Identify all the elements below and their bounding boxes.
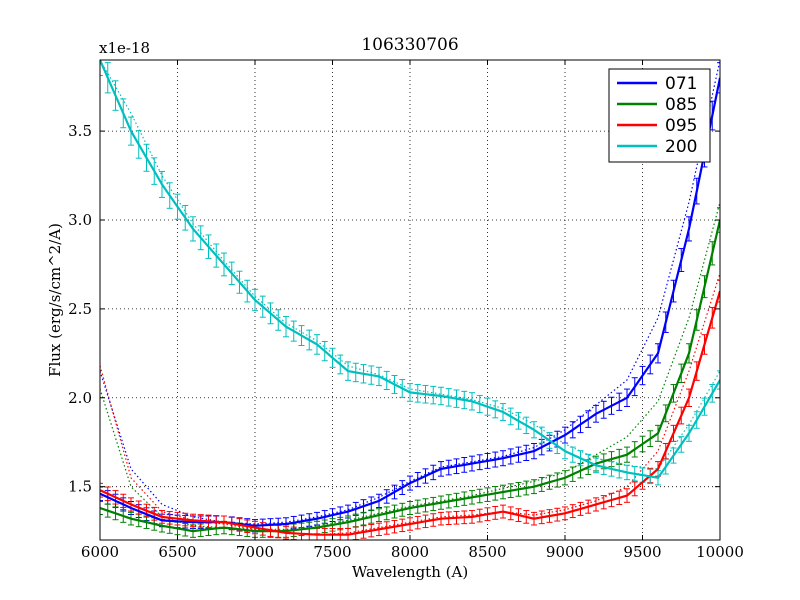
series-line-071 <box>100 77 720 527</box>
x-tick-label: 7000 <box>236 543 274 561</box>
error-bars <box>100 60 720 540</box>
x-tick-label: 9000 <box>546 543 584 561</box>
y-axis-label: Flux (erg/s/cm^2/A) <box>46 223 64 377</box>
x-tick-label: 10000 <box>696 543 744 561</box>
series-line-085 <box>100 219 720 533</box>
legend-label-200: 200 <box>665 137 697 157</box>
legend-label-085: 085 <box>665 95 697 115</box>
x-axis-label: Wavelength (A) <box>352 563 468 581</box>
legend-label-071: 071 <box>665 74 697 94</box>
y-tick-label: 3.5 <box>68 122 92 140</box>
legend-label-095: 095 <box>665 116 697 136</box>
offset-label: x1e-18 <box>99 39 150 57</box>
x-axis-ticks: 6000 6500 7000 7500 8000 8500 9000 9500 10000 <box>81 60 744 561</box>
series-lines <box>100 60 720 536</box>
y-tick-label: 2.0 <box>68 389 92 407</box>
series-line-200 <box>100 60 720 480</box>
y-tick-label: 3.0 <box>68 211 92 229</box>
chart-title: 106330706 <box>361 35 458 55</box>
y-axis-ticks: 1.5 2.0 2.5 3.0 3.5 <box>68 122 720 496</box>
series-line-095 <box>100 290 720 536</box>
x-tick-label: 7500 <box>313 543 351 561</box>
x-tick-label: 6500 <box>158 543 196 561</box>
y-tick-label: 1.5 <box>68 478 92 496</box>
y-tick-label: 2.5 <box>68 300 92 318</box>
x-tick-label: 8500 <box>468 543 506 561</box>
x-tick-label: 8000 <box>391 543 429 561</box>
x-tick-label: 9500 <box>623 543 661 561</box>
x-tick-label: 6000 <box>81 543 119 561</box>
